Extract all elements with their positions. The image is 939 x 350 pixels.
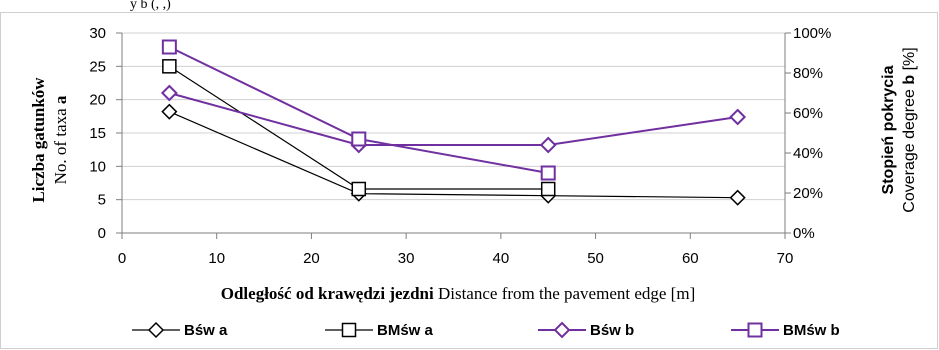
y-left-tick-25: 25 (89, 58, 106, 75)
y-right-tick-0pct: 0% (793, 225, 815, 242)
y-right-label-text: Coverage degree (901, 85, 918, 213)
series-0-point-0 (161, 103, 178, 120)
x-tick-20: 20 (303, 250, 320, 267)
y-left-tick-labels: 0 5 10 15 20 25 30 (89, 25, 106, 242)
x-axis-label-normal: Distance from the pavement edge [m] (438, 284, 695, 303)
x-axis-label: Odległość od krawędzi jezdni Distance fr… (221, 284, 695, 303)
y-left-label-suffix: a (51, 95, 70, 104)
y-left-tick-0: 0 (98, 225, 106, 242)
series-layer (160, 39, 747, 206)
chart-border (0, 12, 938, 349)
series-line-2 (169, 92, 738, 146)
grid-lines (122, 32, 785, 201)
y-right-label-unit: [%] (901, 47, 918, 75)
x-tick-70: 70 (777, 250, 794, 267)
series-2-point-0 (160, 84, 178, 102)
legend-marker-1 (341, 322, 357, 338)
series-0-point-3 (729, 189, 746, 206)
y-left-label-text: No. of taxa (51, 104, 70, 184)
y-right-tick-labels: 0% 20% 40% 60% 80% 100% (793, 25, 831, 242)
y-left-tick-10: 10 (89, 158, 106, 175)
y-right-label-normal: Coverage degree b [%] (901, 47, 918, 212)
legend-marker-0 (147, 321, 165, 339)
x-tick-40: 40 (493, 250, 510, 267)
series-3-point-0 (161, 39, 177, 55)
x-tick-60: 60 (682, 250, 699, 267)
series-line-1 (169, 65, 549, 190)
y-left-tick-20: 20 (89, 92, 106, 109)
legend-label-1: BMśw a (377, 322, 434, 339)
series-line-0 (169, 111, 738, 199)
x-axis-label-bold: Odległość od krawędzi jezdni (221, 284, 434, 303)
header-fragment: y b (, ,) (130, 0, 171, 12)
series-3-point-2 (540, 165, 556, 181)
x-tick-50: 50 (587, 250, 604, 267)
series-3-point-1 (351, 131, 367, 147)
series-1-point-1 (351, 181, 367, 197)
axes (116, 32, 791, 239)
y-right-tick-40pct: 40% (793, 145, 823, 162)
y-left-tick-30: 30 (89, 25, 106, 42)
y-left-label-bold: Liczba gatunków (29, 77, 48, 203)
legend: Bśw a BMśw a Bśw b BMśw b (132, 321, 840, 339)
x-tick-30: 30 (398, 250, 415, 267)
series-2-point-2 (539, 136, 557, 154)
y-right-tick-80pct: 80% (793, 65, 823, 82)
legend-marker-2 (553, 321, 571, 339)
legend-label-3: BMśw b (783, 322, 840, 339)
y-right-tick-60pct: 60% (793, 105, 823, 122)
legend-label-2: Bśw b (590, 322, 634, 339)
y-left-tick-5: 5 (98, 192, 106, 209)
x-tick-0: 0 (118, 250, 126, 267)
y-right-tick-20pct: 20% (793, 185, 823, 202)
y-right-label-bold: Stopień pokrycia (880, 65, 897, 194)
series-2-point-3 (729, 108, 747, 126)
y-right-label-suffix: b (901, 75, 918, 85)
series-1-point-2 (540, 181, 556, 197)
y-left-label-normal: No. of taxa a (51, 95, 70, 184)
y-right-tick-100pct: 100% (793, 25, 831, 42)
x-tick-labels: 0 10 20 30 40 50 60 70 (118, 250, 794, 267)
y-left-tick-15: 15 (89, 125, 106, 142)
x-tick-10: 10 (208, 250, 225, 267)
legend-label-0: Bśw a (184, 322, 228, 339)
series-1-point-0 (162, 59, 177, 74)
legend-marker-3 (747, 322, 763, 338)
